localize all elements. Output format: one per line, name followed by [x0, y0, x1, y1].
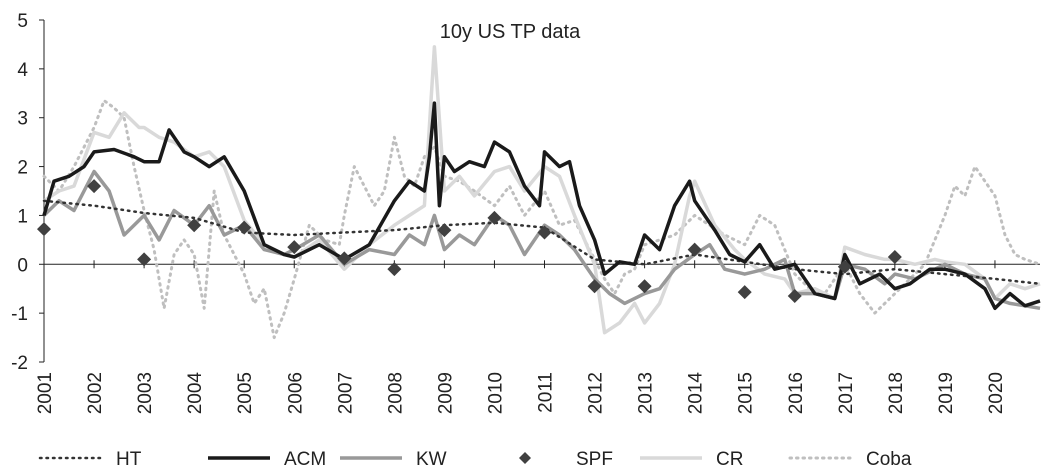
x-tick-label: 2018 — [886, 372, 907, 414]
x-tick-label: 2005 — [235, 372, 256, 414]
x-tick-label: 2008 — [385, 372, 406, 414]
x-tick-label: 2010 — [485, 372, 506, 414]
legend-label: CR — [716, 449, 743, 470]
legend-item-acm: ACM — [208, 449, 326, 470]
legend-swatch — [519, 452, 531, 464]
spf-marker — [337, 251, 352, 266]
x-tick-label: 2007 — [335, 372, 356, 414]
x-axis: 2001 2002 2003 2004 2005 2006 2007 2008 2009 2010… — [35, 260, 1040, 414]
y-tick-label: -2 — [11, 353, 28, 374]
y-tick-label: 5 — [17, 11, 28, 32]
spf-marker — [787, 289, 802, 304]
y-tick-label: 1 — [17, 206, 28, 227]
x-tick-label: 2001 — [35, 372, 56, 414]
legend-label: Coba — [866, 449, 912, 470]
spf-marker — [37, 222, 51, 237]
plot-area — [37, 45, 1042, 340]
x-tick-label: 2016 — [786, 372, 807, 414]
spf-marker — [537, 225, 552, 240]
spf-marker — [187, 218, 202, 233]
y-tick-label: 0 — [17, 255, 28, 276]
spf-marker — [287, 240, 302, 255]
x-tick-label: 2017 — [836, 372, 857, 414]
legend-label: SPF — [576, 449, 613, 470]
legend-label: ACM — [284, 449, 326, 470]
spf-marker — [437, 223, 452, 238]
x-tick-label: 2020 — [986, 372, 1007, 414]
x-tick-label: 2014 — [686, 372, 707, 415]
series-line-cr — [43, 45, 1041, 335]
y-tick-label: 2 — [17, 158, 28, 179]
x-tick-label: 2003 — [135, 372, 156, 414]
legend: HT ACM KW SPF CR Coba — [38, 449, 912, 470]
legend-label: HT — [116, 449, 142, 470]
spf-marker — [587, 279, 602, 294]
y-tick-label: -1 — [11, 304, 28, 325]
legend-item-kw: KW — [340, 449, 447, 470]
x-tick-label: 2009 — [435, 372, 456, 414]
spf-marker — [87, 179, 102, 194]
spf-marker — [137, 252, 152, 267]
legend-item-ht: HT — [38, 449, 142, 470]
spf-marker — [687, 242, 702, 257]
legend-item-spf: SPF — [519, 449, 613, 470]
y-tick-label: 4 — [17, 60, 28, 81]
x-tick-label: 2012 — [586, 372, 607, 414]
x-tick-label: 2004 — [185, 372, 206, 415]
series-line-coba — [42, 99, 1042, 340]
spf-marker — [487, 210, 502, 225]
spf-marker — [387, 262, 402, 277]
chart-title: 10y US TP data — [440, 21, 581, 43]
x-tick-label: 2006 — [285, 372, 306, 414]
spf-marker — [887, 249, 902, 264]
spf-marker — [637, 279, 652, 294]
series-line-acm — [42, 101, 1041, 311]
x-tick-label: 2002 — [85, 372, 106, 414]
legend-item-coba: Coba — [788, 449, 912, 470]
spf-marker — [837, 259, 852, 274]
series-line-ht — [42, 199, 1042, 286]
y-axis: -2 -1 0 1 2 3 4 5 — [11, 11, 45, 374]
x-tick-label: 2019 — [936, 372, 957, 414]
legend-label: KW — [416, 449, 447, 470]
x-tick-label: 2013 — [636, 372, 657, 414]
spf-marker — [237, 220, 252, 235]
y-tick-label: 3 — [17, 109, 28, 130]
x-tick-label: 2015 — [736, 372, 757, 414]
x-tick-label: 2011 — [536, 372, 557, 413]
spf-marker — [737, 285, 752, 300]
legend-item-cr: CR — [640, 449, 743, 470]
